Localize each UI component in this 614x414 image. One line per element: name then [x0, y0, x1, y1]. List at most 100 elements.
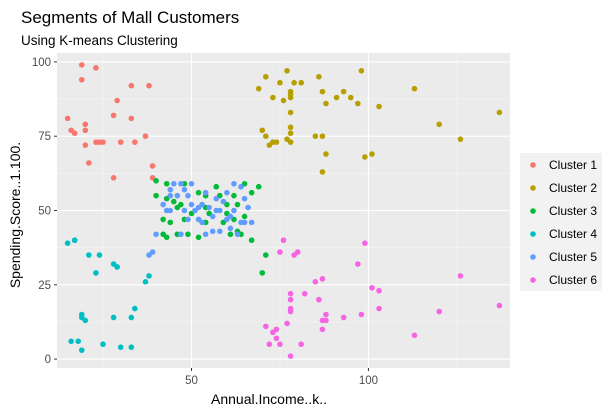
- data-point: [436, 121, 443, 128]
- data-point: [280, 97, 287, 104]
- data-point: [117, 139, 124, 145]
- data-point: [355, 100, 361, 107]
- data-point: [142, 133, 149, 140]
- data-point: [234, 201, 241, 208]
- data-point: [376, 287, 382, 294]
- data-point: [220, 198, 227, 205]
- data-point: [160, 201, 166, 208]
- data-point: [241, 195, 248, 202]
- data-point: [78, 311, 85, 318]
- data-point: [75, 338, 82, 345]
- data-point: [170, 198, 177, 205]
- legend-key: [530, 277, 536, 283]
- data-point: [181, 207, 188, 214]
- data-point: [323, 317, 329, 324]
- data-point: [358, 68, 365, 74]
- data-point: [82, 317, 89, 324]
- data-point: [163, 234, 170, 241]
- data-point: [259, 127, 266, 134]
- legend-key: [530, 208, 536, 214]
- data-point: [142, 279, 149, 285]
- data-point: [132, 305, 138, 312]
- data-point: [323, 100, 329, 107]
- data-point: [195, 234, 202, 241]
- data-point: [376, 103, 382, 110]
- data-point: [255, 183, 262, 190]
- data-point: [316, 296, 322, 303]
- legend-key: [530, 185, 536, 191]
- legend-label: Cluster 1: [549, 158, 597, 172]
- data-point: [178, 201, 184, 208]
- data-point: [241, 213, 248, 220]
- data-point: [248, 237, 255, 244]
- data-point: [78, 347, 85, 353]
- data-point: [114, 264, 120, 270]
- data-point: [287, 290, 294, 297]
- data-point: [287, 130, 294, 137]
- data-point: [227, 231, 234, 238]
- legend-item-4: Cluster 4: [530, 227, 597, 241]
- data-point: [185, 216, 191, 223]
- data-point: [319, 276, 326, 282]
- data-point: [167, 219, 174, 226]
- data-point: [149, 249, 156, 255]
- data-point: [71, 130, 78, 137]
- data-point: [132, 139, 138, 145]
- data-point: [199, 201, 205, 208]
- data-point: [153, 192, 159, 199]
- data-point: [457, 136, 464, 142]
- data-point: [301, 290, 308, 297]
- data-point: [245, 204, 251, 211]
- data-point: [170, 180, 177, 187]
- data-point: [312, 279, 319, 285]
- data-point: [146, 273, 152, 279]
- legend-label: Cluster 5: [549, 250, 597, 264]
- y-tick-label: 100: [32, 57, 51, 69]
- data-point: [369, 151, 375, 157]
- series-3: [153, 177, 269, 276]
- data-point: [273, 335, 280, 342]
- data-point: [100, 139, 106, 145]
- data-point: [287, 91, 294, 98]
- data-point: [255, 85, 262, 92]
- legend-item-6: Cluster 6: [530, 273, 597, 287]
- series-6: [263, 237, 503, 359]
- data-point: [213, 183, 220, 190]
- legend-key: [530, 254, 536, 260]
- data-point: [284, 68, 290, 74]
- data-point: [114, 97, 120, 104]
- data-point: [277, 249, 283, 255]
- data-point: [231, 180, 237, 187]
- data-point: [202, 189, 209, 196]
- data-point: [287, 308, 294, 315]
- data-points: [64, 62, 503, 359]
- data-point: [163, 180, 170, 187]
- legend-background: [520, 153, 602, 291]
- data-point: [185, 192, 191, 199]
- data-point: [93, 270, 99, 276]
- data-point: [128, 115, 135, 122]
- data-point: [294, 249, 301, 255]
- data-point: [287, 296, 294, 303]
- data-point: [287, 139, 294, 145]
- data-point: [362, 240, 368, 246]
- data-point: [316, 73, 322, 80]
- series-5: [146, 180, 255, 258]
- data-point: [110, 175, 117, 181]
- data-point: [199, 219, 205, 226]
- data-point: [209, 213, 216, 220]
- data-point: [202, 231, 209, 238]
- data-point: [128, 82, 135, 89]
- data-point: [128, 314, 135, 321]
- data-point: [167, 186, 174, 193]
- data-point: [340, 88, 347, 95]
- data-point: [227, 213, 234, 220]
- data-point: [213, 195, 220, 202]
- data-point: [280, 237, 287, 244]
- data-point: [153, 177, 159, 184]
- legend-key: [530, 162, 536, 168]
- data-point: [64, 240, 71, 246]
- legend-label: Cluster 6: [549, 273, 597, 287]
- data-point: [231, 207, 237, 214]
- chart-subtitle: Using K-means Clustering: [21, 33, 178, 48]
